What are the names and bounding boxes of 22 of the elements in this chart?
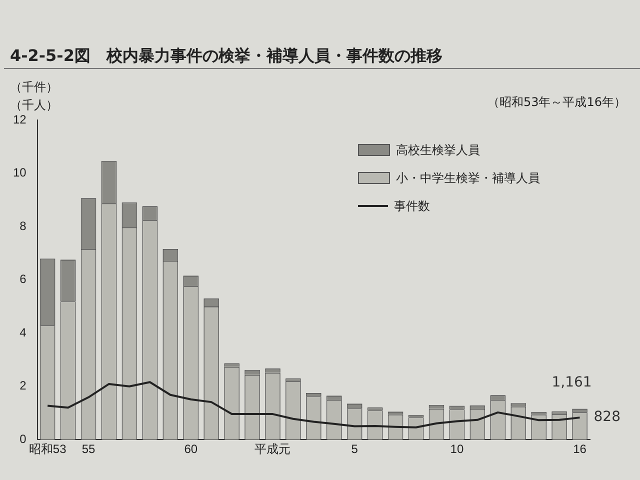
x-tick-label: 60 [184, 442, 198, 456]
chart-title: 4-2-5-2図 校内暴力事件の検挙・補導人員・事件数の推移 [4, 44, 640, 69]
y-tick-label: 0 [20, 432, 27, 446]
y-tick-label: 4 [20, 325, 27, 340]
legend-label: 小・中学生検挙・補導人員 [396, 170, 540, 187]
x-tick-label: 平成元 [254, 442, 291, 456]
y-tick-label: 6 [20, 272, 27, 286]
legend-label: 高校生検挙人員 [396, 142, 480, 159]
y-axis-title: （千件）（千人） [10, 79, 59, 114]
y-tick-label: 10 [12, 166, 27, 180]
x-tick-label: 10 [450, 442, 464, 456]
x-tick-label: 5 [351, 442, 358, 456]
y-tick-label: 2 [20, 378, 27, 393]
chart-subtitle: （昭和53年～平成16年） [487, 94, 626, 111]
legend-label: 事件数 [394, 198, 430, 215]
y-tick-label: 12 [12, 112, 27, 127]
y-tick-label: 8 [20, 218, 27, 233]
x-tick-label: 昭和53 [28, 442, 67, 456]
x-tick-label: 16 [573, 442, 587, 456]
x-tick-label: 55 [82, 442, 96, 456]
annotation: 1,161 [552, 374, 592, 390]
annotation: 828 [594, 409, 620, 426]
